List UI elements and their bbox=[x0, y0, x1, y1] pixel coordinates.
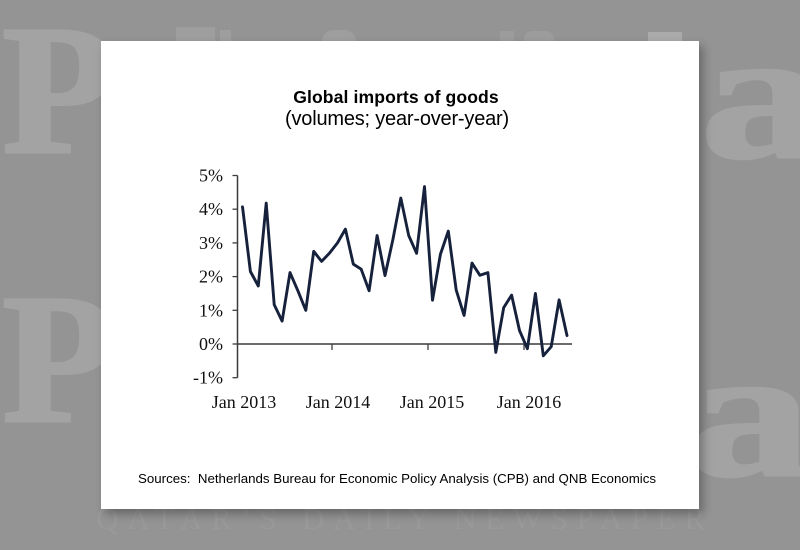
svg-text:3%: 3% bbox=[199, 233, 223, 253]
svg-text:4%: 4% bbox=[199, 199, 223, 219]
svg-text:-1%: -1% bbox=[193, 368, 223, 388]
svg-text:Jan 2013: Jan 2013 bbox=[212, 392, 277, 412]
svg-text:Jan 2015: Jan 2015 bbox=[400, 392, 465, 412]
svg-text:5%: 5% bbox=[199, 166, 223, 186]
svg-text:2%: 2% bbox=[199, 267, 223, 287]
svg-text:Jan 2014: Jan 2014 bbox=[306, 392, 371, 412]
svg-text:0%: 0% bbox=[199, 334, 223, 354]
svg-text:Jan 2016: Jan 2016 bbox=[497, 392, 562, 412]
svg-text:1%: 1% bbox=[199, 300, 223, 320]
